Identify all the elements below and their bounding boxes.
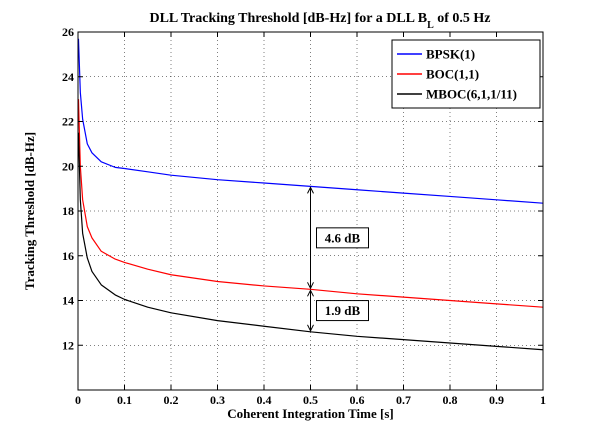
series-line-0 — [77, 38, 544, 204]
y-tick-label: 16 — [62, 249, 74, 263]
legend-label-0: BPSK(1) — [426, 47, 475, 62]
annotation-arrow-head-top — [307, 186, 314, 194]
annotation-box — [316, 300, 369, 322]
chart-title-subscript: L — [427, 20, 434, 31]
y-tick-label: 20 — [62, 159, 74, 173]
y-tick-label: 14 — [62, 294, 74, 308]
y-axis-label: Tracking Threshold [dB-Hz] — [22, 132, 37, 290]
x-axis-label: Coherent Integration Time [s] — [227, 406, 393, 421]
x-tick-label: 0.3 — [210, 393, 225, 407]
y-tick-label: 22 — [62, 115, 74, 129]
x-tick-label: 1 — [540, 393, 546, 407]
annotation-label-0: 4.6 dB — [325, 230, 361, 245]
y-tick-label: 12 — [62, 338, 74, 352]
x-tick-label: 0.4 — [257, 393, 272, 407]
legend-label-1: BOC(1,1) — [426, 67, 479, 82]
ticks: 0 0.1 0.2 0.3 0.4 0.5 0.6 0.7 0.8 0.9 1 12 14 16 18 20 2… — [62, 25, 546, 407]
chart-title-tail: of 0.5 Hz — [434, 11, 491, 26]
series-lines — [77, 38, 544, 351]
series-line-1 — [77, 99, 544, 308]
annotation-box — [316, 227, 369, 249]
x-tick-label: 0.8 — [443, 393, 458, 407]
x-tick-label: 0.9 — [489, 393, 504, 407]
x-tick-label: 0.6 — [350, 393, 365, 407]
annotation-arrow-head-bottom — [307, 324, 314, 332]
legend-label-2: MBOC(6,1,1/11) — [426, 87, 517, 102]
x-tick-label: 0.2 — [164, 393, 179, 407]
annotation-label-1: 1.9 dB — [325, 303, 361, 318]
chart-title-main: DLL Tracking Threshold [dB-Hz] for a DLL… — [149, 11, 427, 26]
legend: BPSK(1) BOC(1,1) MBOC(6,1,1/11) — [391, 39, 541, 109]
annotation-arrow-head-top — [307, 289, 314, 297]
chart-title: DLL Tracking Threshold [dB-Hz] for a DLL… — [149, 11, 490, 31]
x-tick-label: 0.5 — [303, 393, 318, 407]
x-tick-label: 0.7 — [396, 393, 411, 407]
x-tick-label: 0.1 — [117, 393, 132, 407]
y-tick-label: 24 — [62, 70, 74, 84]
y-tick-label: 26 — [62, 25, 74, 39]
x-tick-label: 0 — [75, 393, 81, 407]
annotation-arrow-head-bottom — [307, 282, 314, 290]
y-tick-label: 18 — [62, 204, 74, 218]
series-line-2 — [77, 132, 544, 351]
annotations: 4.6 dB 1.9 dB — [307, 186, 369, 332]
